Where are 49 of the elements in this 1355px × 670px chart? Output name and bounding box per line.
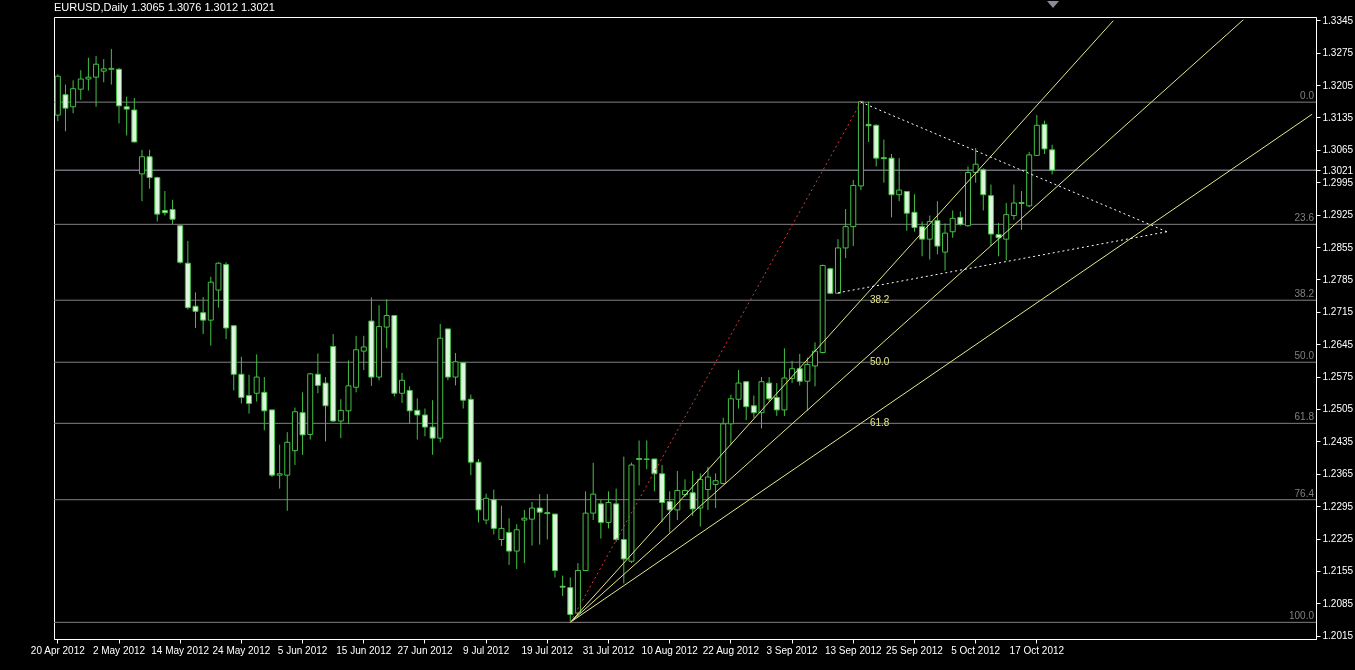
annotation: 23.6 xyxy=(1294,212,1315,224)
x-tick-label: 19 Jul 2012 xyxy=(521,644,574,656)
y-tick-label: 1.2785 xyxy=(1322,273,1354,285)
y-tick-label: 1.2085 xyxy=(1322,597,1354,609)
x-tick-label: 2 May 2012 xyxy=(92,644,146,656)
y-tick-label: 1.3021 xyxy=(1322,164,1354,176)
y-tick-label: 1.2295 xyxy=(1322,500,1354,512)
annotation: 0.0 xyxy=(1300,90,1315,102)
y-tick-label: 1.2645 xyxy=(1322,338,1354,350)
annotation: 100.0 xyxy=(1288,610,1315,622)
y-tick-label: 1.2015 xyxy=(1322,630,1354,642)
x-tick-label: 13 Sep 2012 xyxy=(824,644,883,656)
y-tick-label: 1.2575 xyxy=(1322,371,1354,383)
x-tick-label: 17 Oct 2012 xyxy=(1009,644,1065,656)
x-tick-label: 15 Jun 2012 xyxy=(336,644,392,656)
y-tick-label: 1.2855 xyxy=(1322,241,1354,253)
x-tick-label: 20 Apr 2012 xyxy=(30,644,86,656)
series-label: 38.2 xyxy=(869,294,890,306)
chart-title: EURUSD,Daily 1.3065 1.3076 1.3012 1.3021 xyxy=(54,1,275,14)
y-tick-label: 1.3275 xyxy=(1322,47,1354,59)
x-tick-label: 24 May 2012 xyxy=(212,644,271,656)
y-tick-label: 1.3135 xyxy=(1322,111,1354,123)
x-tick-label: 9 Jul 2012 xyxy=(463,644,510,656)
series-label: 61.8 xyxy=(869,417,890,429)
x-tick-label: 22 Aug 2012 xyxy=(702,644,760,656)
x-tick-label: 14 May 2012 xyxy=(151,644,210,656)
y-tick-label: 1.2155 xyxy=(1322,565,1354,577)
x-tick-label: 10 Aug 2012 xyxy=(641,644,699,656)
y-tick-label: 1.3065 xyxy=(1322,144,1354,156)
y-tick-label: 1.2225 xyxy=(1322,533,1354,545)
series-label: 50.0 xyxy=(869,356,890,368)
y-tick-label: 1.3205 xyxy=(1322,79,1354,91)
y-tick-label: 1.2995 xyxy=(1322,176,1354,188)
x-tick-label: 31 Jul 2012 xyxy=(582,644,635,656)
annotation: 50.0 xyxy=(1294,350,1315,362)
x-tick-label: 27 Jun 2012 xyxy=(397,644,453,656)
y-tick-label: 1.2715 xyxy=(1322,306,1354,318)
y-tick-label: 1.2505 xyxy=(1322,403,1354,415)
x-tick-label: 3 Sep 2012 xyxy=(766,644,819,656)
x-tick-label: 5 Oct 2012 xyxy=(951,644,1001,656)
y-tick-label: 1.2435 xyxy=(1322,435,1354,447)
y-tick-label: 1.3345 xyxy=(1322,14,1354,26)
annotation: 76.4 xyxy=(1294,487,1315,499)
annotation: 61.8 xyxy=(1294,411,1315,423)
x-tick-label: 5 Jun 2012 xyxy=(277,644,328,656)
annotation: 38.2 xyxy=(1294,288,1315,300)
y-tick-label: 1.2925 xyxy=(1322,209,1354,221)
y-tick-label: 1.2365 xyxy=(1322,468,1354,480)
x-tick-label: 25 Sep 2012 xyxy=(886,644,944,656)
